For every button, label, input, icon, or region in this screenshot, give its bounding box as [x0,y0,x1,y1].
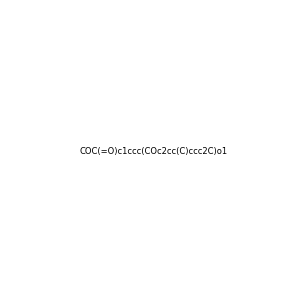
Text: COC(=O)c1ccc(COc2cc(C)ccc2C)o1: COC(=O)c1ccc(COc2cc(C)ccc2C)o1 [80,147,228,156]
